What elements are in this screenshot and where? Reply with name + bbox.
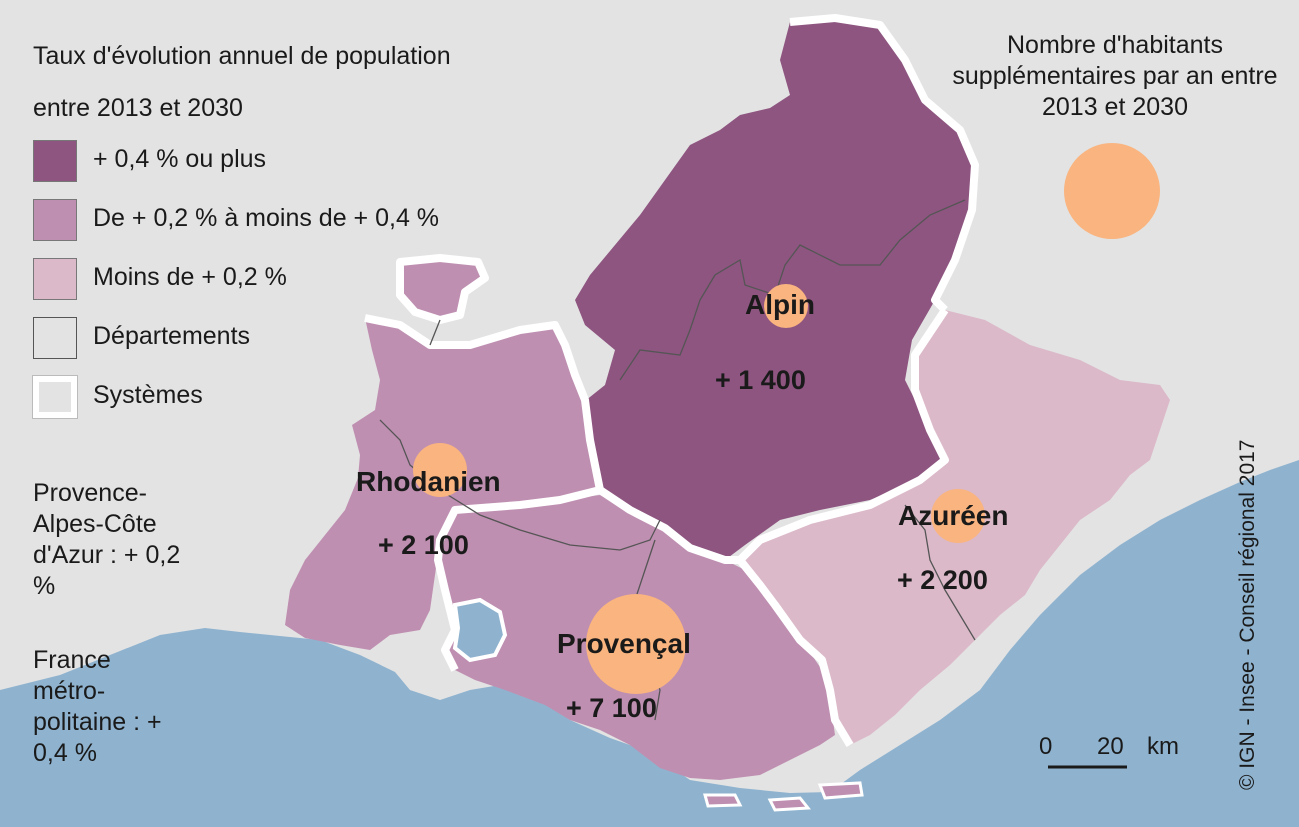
bubble-azureen: [931, 489, 985, 543]
region-alpin-name: Alpin: [745, 289, 815, 320]
etang-de-berre: [452, 597, 508, 663]
stat-france: France métro-politaine : + 0,4 %: [33, 646, 162, 767]
enclave-area: [400, 258, 485, 320]
legend-label-mid: De + 0,2 % à moins de + 0,4 %: [93, 204, 440, 232]
legend-label-departements: Départements: [93, 322, 251, 350]
region-azureen-name: Azuréen: [898, 500, 1009, 531]
legend-label-low: Moins de + 0,2 %: [93, 263, 287, 291]
bubbles: [413, 143, 1160, 694]
systems-borders: [364, 14, 979, 748]
region-rhodanien-value: + 2 100: [378, 530, 469, 560]
legend-title: Taux d'évolution annuel de population en…: [33, 42, 451, 122]
region-azureen-value: + 2 200: [897, 565, 988, 595]
region-alpin-value: + 1 400: [715, 365, 806, 395]
bubble-legend-circle: [1064, 143, 1160, 239]
region-provencal-value: + 7 100: [566, 693, 657, 723]
scale-end: 20: [1097, 733, 1124, 760]
islands: [703, 781, 864, 812]
legend-swatch-systemes: [32, 375, 78, 419]
region-rhodanien-name: Rhodanien: [356, 466, 501, 497]
legend-swatch-low: [33, 258, 77, 300]
bubble-alpin: [764, 284, 808, 328]
credit-text: © IGN - Insee - Conseil régional 2017: [1236, 439, 1259, 790]
bubble-rhodanien: [413, 443, 467, 497]
scale-start: 0: [1039, 733, 1053, 760]
bubble-provencal: [586, 594, 686, 694]
legend-label-high: + 0,4 % ou plus: [93, 145, 267, 173]
legend-swatch-mid: [33, 199, 77, 241]
region-provencal-name: Provençal: [557, 628, 691, 659]
stat-region: Provence-Alpes-Côte d'Azur : + 0,2 %: [33, 479, 181, 600]
bubble-legend-title: Nombre d'habitants supplémentaires par a…: [952, 31, 1278, 121]
sea: [0, 460, 1299, 827]
legend-label-systemes: Systèmes: [93, 381, 203, 409]
legend-swatch-departements: [33, 317, 77, 359]
legend-swatch-high: [33, 140, 77, 182]
scale-unit: km: [1147, 733, 1179, 760]
department-borders: [379, 199, 976, 721]
